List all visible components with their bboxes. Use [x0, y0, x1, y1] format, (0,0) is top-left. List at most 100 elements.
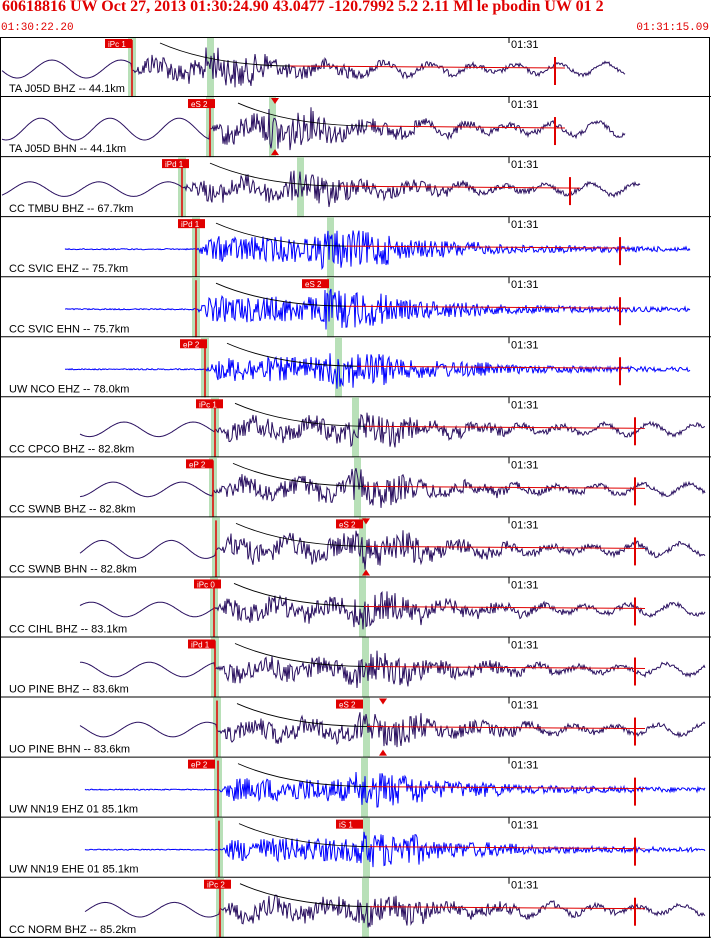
pick-label: eP 2 — [183, 340, 200, 349]
pick-flag[interactable] — [180, 339, 207, 349]
coda-line — [289, 65, 566, 69]
station-label: TA J05D BHZ -- 44.1km — [9, 83, 125, 95]
trace-row[interactable]: iPd 1 01:31 CC TMBU BHZ -- 67.7km — [0, 157, 711, 218]
trace-row[interactable]: iPc 2 01:31 CC NORM BHZ -- 85.2km — [0, 877, 711, 938]
coda-line — [339, 185, 581, 189]
pick-flag[interactable] — [105, 39, 132, 48]
envelope-curve — [215, 282, 347, 307]
waveform — [1, 107, 626, 151]
s-marker-icon[interactable] — [379, 698, 387, 705]
trace-row[interactable]: eP 2 01:31 UW NN19 EHZ 01 85.1km — [0, 757, 711, 818]
pick-flag[interactable] — [188, 99, 215, 109]
trace-row[interactable]: eS 2 01:31 UO PINE BHN -- 83.6km — [0, 697, 711, 758]
trace-row[interactable]: iPc 1 01:31 TA J05D BHZ -- 44.1km — [0, 37, 711, 98]
pick-flag[interactable] — [336, 819, 363, 829]
pick-flag[interactable] — [188, 759, 215, 769]
waveform — [79, 712, 706, 748]
trace-row[interactable]: iPd 1 01:31 UO PINE BHZ -- 83.6km — [0, 637, 711, 698]
station-label: UO PINE BHZ -- 83.6km — [9, 684, 129, 696]
s-marker-icon[interactable] — [271, 149, 279, 156]
s-phase-band — [359, 577, 366, 638]
waveform — [64, 230, 691, 271]
pick-label: iPc 1 — [199, 400, 217, 409]
waveform — [1, 47, 626, 88]
station-label: UW NN19 EHE 01 85.1km — [9, 864, 139, 876]
time-tick-label: 01:31 — [511, 880, 539, 892]
pick-label: eS 2 — [191, 100, 208, 109]
envelope-curve — [236, 703, 368, 727]
s-marker-icon[interactable] — [362, 569, 370, 576]
station-label: CC SVIC EHZ -- 75.7km — [9, 263, 128, 275]
time-tick-label: 01:31 — [511, 159, 539, 171]
waveform — [84, 771, 706, 808]
event-title: 60618816 UW Oct 27, 2013 01:30:24.90 43.… — [2, 0, 604, 15]
start-time-label: 01:30:22.20 — [1, 22, 74, 34]
pick-label: eS 2 — [339, 701, 356, 710]
s-phase-band — [327, 277, 334, 338]
pick-label: iS 1 — [339, 821, 353, 830]
trace-row[interactable]: eP 2 01:31 UW NCO EHZ -- 78.0km — [0, 337, 711, 398]
coda-line — [345, 305, 631, 309]
s-marker-icon[interactable] — [379, 749, 387, 756]
time-tick-label: 01:31 — [511, 279, 539, 291]
pick-flag[interactable] — [302, 279, 329, 289]
pick-label: eP 2 — [189, 460, 206, 469]
end-time-label: 01:31:15.09 — [636, 22, 709, 34]
s-phase-band — [354, 457, 361, 518]
coda-line — [364, 666, 646, 669]
pick-flag[interactable] — [178, 219, 205, 229]
trace-row[interactable]: iS 1 01:31 UW NN19 EHE 01 85.1km — [0, 817, 711, 878]
envelope-curve — [209, 162, 341, 187]
coda-line — [367, 125, 566, 129]
s-marker-icon[interactable] — [362, 518, 370, 525]
pick-flag[interactable] — [336, 519, 363, 529]
envelope-curve — [238, 823, 370, 848]
coda-line — [368, 846, 646, 850]
s-phase-band — [335, 337, 342, 398]
pick-label: iPc 1 — [108, 40, 126, 49]
time-tick-label: 01:31 — [511, 640, 539, 652]
envelope-curve — [234, 402, 366, 427]
pick-flag[interactable] — [186, 459, 213, 469]
s-phase-band — [297, 157, 304, 218]
waveform — [65, 288, 691, 330]
trace-row[interactable]: iPc 0 01:31 CC CIHL BHZ -- 83.1km — [0, 577, 711, 638]
station-label: TA J05D BHN -- 44.1km — [9, 143, 126, 155]
trace-row[interactable]: iPc 1 01:31 CC CPCO BHZ -- 82.8km — [0, 397, 711, 458]
pick-label: eS 2 — [305, 280, 322, 289]
pick-flag[interactable] — [336, 699, 363, 709]
trace-row[interactable]: eP 2 01:31 CC SWNB BHZ -- 82.8km — [0, 457, 711, 518]
time-tick-label: 01:31 — [511, 39, 539, 51]
trace-row[interactable]: eS 2 01:31 CC SVIC EHN -- 75.7km — [0, 277, 711, 338]
coda-line — [362, 485, 646, 489]
coda-line — [365, 545, 646, 549]
station-label: CC SWNB BHN -- 82.8km — [9, 563, 137, 575]
time-tick-label: 01:31 — [511, 399, 539, 411]
pick-label: iPc 2 — [207, 881, 225, 890]
waveform — [84, 894, 706, 928]
envelope-curve — [237, 763, 369, 788]
trace-row[interactable]: eS 2 01:31 CC SWNB BHN -- 82.8km — [0, 517, 711, 578]
envelope-curve — [237, 102, 369, 127]
waveform — [79, 590, 706, 630]
pick-flag[interactable] — [188, 639, 215, 649]
pick-label: iPc 0 — [197, 580, 215, 589]
pick-flag[interactable] — [204, 879, 231, 889]
coda-line — [366, 726, 646, 730]
seismogram-panel[interactable]: iPc 1 01:31 TA J05D BHZ -- 44.1km eS 2 01:31… — [0, 37, 711, 938]
station-label: CC CPCO BHZ -- 82.8km — [9, 443, 134, 455]
envelope-curve — [215, 222, 347, 247]
time-tick-label: 01:31 — [511, 99, 539, 111]
envelope-curve — [234, 643, 366, 667]
pick-flag[interactable] — [194, 579, 221, 589]
s-marker-icon[interactable] — [271, 98, 279, 105]
pick-flag[interactable] — [162, 159, 189, 169]
time-tick-label: 01:31 — [511, 700, 539, 712]
waveform — [79, 650, 706, 689]
pick-flag[interactable] — [196, 399, 223, 409]
station-label: CC NORM BHZ -- 85.2km — [9, 924, 136, 936]
trace-row[interactable]: eS 2 01:31 TA J05D BHN -- 44.1km — [0, 97, 711, 158]
time-tick-label: 01:31 — [511, 339, 539, 351]
trace-row[interactable]: iPd 1 01:31 CC SVIC EHZ -- 75.7km — [0, 217, 711, 278]
pick-label: eS 2 — [339, 520, 356, 529]
